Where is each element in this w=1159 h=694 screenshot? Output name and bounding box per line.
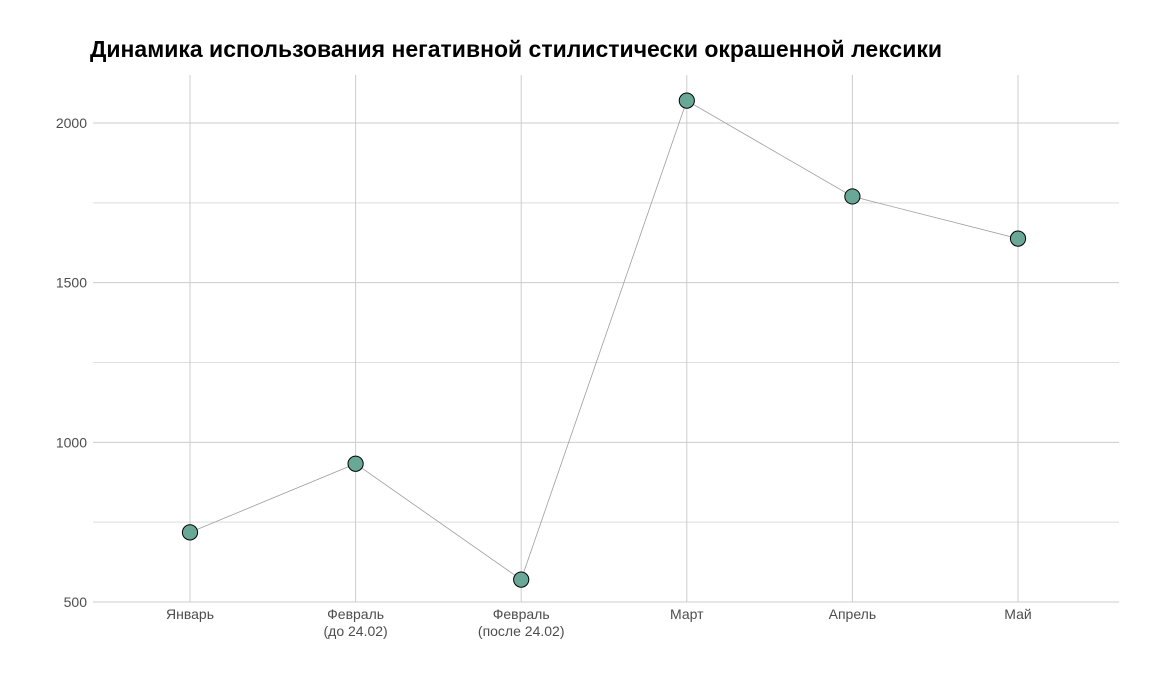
x-tick-label-line: Апрель	[829, 606, 877, 622]
x-axis-ticks: Январь Февраль (до 24.02)Февраль (после 24.…	[166, 606, 1032, 639]
y-tick-label: 2000	[56, 115, 87, 131]
x-tick-label-line: Февраль	[327, 606, 384, 622]
x-tick-label-line: Февраль	[493, 606, 550, 622]
x-tick-label: Март	[670, 606, 704, 622]
data-point	[1009, 230, 1027, 247]
series-line	[189, 100, 1019, 581]
data-point	[844, 188, 861, 205]
x-tick-label: Май	[1004, 606, 1031, 622]
data-points	[181, 92, 1027, 588]
series-polyline	[189, 100, 1019, 581]
y-tick-label: 500	[64, 594, 88, 610]
x-tick-label-line: Май	[1004, 606, 1031, 622]
chart-title: Динамика использования негативной стилис…	[90, 36, 942, 62]
x-tick-label: Апрель	[829, 606, 877, 622]
x-tick-label-line: (после 24.02)	[478, 623, 565, 639]
y-tick-label: 1500	[56, 275, 87, 291]
data-point	[513, 571, 530, 588]
grid-lines	[93, 75, 1119, 603]
x-tick-label: Февраль (до 24.02)	[323, 606, 387, 639]
x-tick-label: Январь	[166, 606, 214, 622]
x-tick-label-line: (до 24.02)	[323, 623, 387, 639]
x-tick-label-line: Январь	[166, 606, 214, 622]
x-tick-label: Февраль (после 24.02)	[478, 606, 565, 639]
y-axis-ticks: 500 1000 1500 2000	[56, 115, 87, 610]
y-tick-label: 1000	[56, 434, 87, 450]
data-point	[181, 524, 199, 541]
data-point	[347, 455, 364, 472]
data-point	[678, 92, 695, 109]
x-tick-label-line: Март	[670, 606, 704, 622]
